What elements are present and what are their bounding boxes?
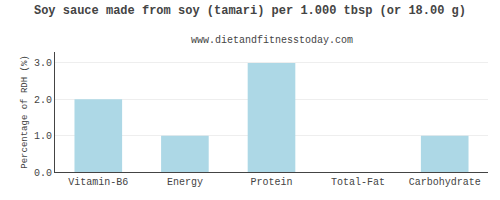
svg-text:Protein: Protein — [250, 177, 292, 188]
svg-text:0.0: 0.0 — [34, 168, 52, 179]
svg-text:Percentage of RDH (%): Percentage of RDH (%) — [20, 55, 30, 168]
svg-text:1.0: 1.0 — [34, 131, 52, 142]
svg-text:www.dietandfitnesstoday.com: www.dietandfitnesstoday.com — [191, 35, 353, 46]
svg-text:2.0: 2.0 — [34, 95, 52, 106]
svg-text:Energy: Energy — [167, 177, 203, 188]
svg-text:Carbohydrate: Carbohydrate — [409, 177, 481, 188]
svg-text:Soy sauce made from soy (tamar: Soy sauce made from soy (tamari) per 1.0… — [34, 4, 466, 18]
svg-text:Total-Fat: Total-Fat — [331, 177, 385, 188]
svg-text:Vitamin-B6: Vitamin-B6 — [68, 177, 128, 188]
svg-text:3.0: 3.0 — [34, 58, 52, 69]
